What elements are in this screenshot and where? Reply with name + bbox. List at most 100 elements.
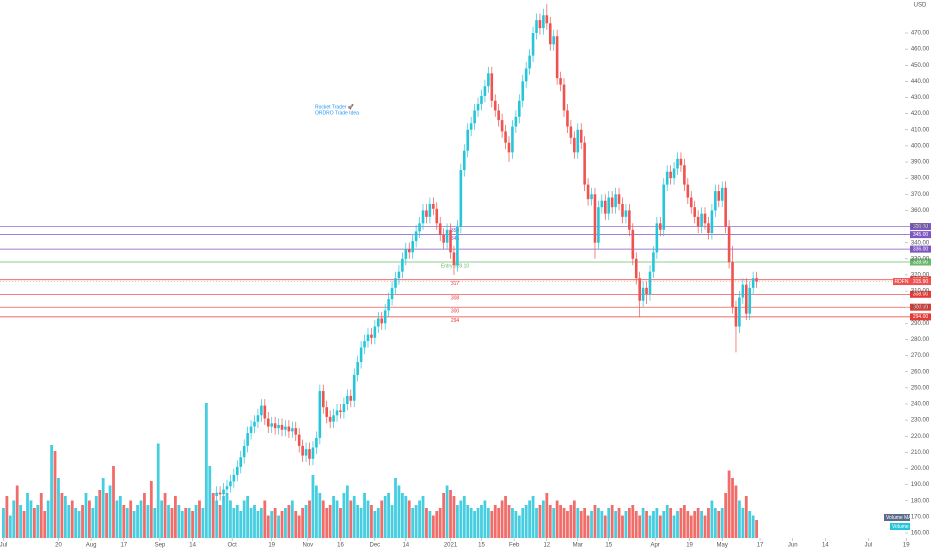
- volume-bar: [486, 508, 490, 538]
- candle-body: [707, 223, 710, 233]
- candle-body: [315, 437, 318, 448]
- volume-bar: [545, 493, 549, 538]
- level-label: Entry 328.10: [441, 263, 470, 269]
- volume-bar: [301, 508, 305, 538]
- volume-bar: [658, 515, 662, 538]
- volume-bar: [163, 493, 167, 538]
- y-tick-label: 460.00: [911, 47, 930, 53]
- volume-bar: [328, 505, 332, 538]
- candle-body: [242, 445, 246, 458]
- volume-bar: [627, 508, 631, 538]
- volume-bar: [249, 508, 253, 538]
- candle-body: [445, 229, 449, 243]
- volume-bar: [655, 508, 659, 538]
- x-tick-label: Jul: [865, 543, 873, 549]
- y-tick-label: 430.00: [911, 95, 930, 101]
- candle-body: [634, 258, 638, 279]
- volume-bar: [511, 508, 514, 538]
- volume-bar: [727, 470, 731, 538]
- volume-bar: [308, 500, 311, 538]
- volume-bar: [22, 511, 26, 538]
- volume-bar: [39, 493, 43, 538]
- level-tag-label: 336.00: [913, 246, 929, 252]
- volume-bar: [738, 500, 741, 538]
- volume-bar: [112, 466, 115, 538]
- volume-bar: [325, 508, 329, 538]
- y-tick-label: 170.00: [911, 514, 930, 520]
- volume-bar: [98, 490, 102, 538]
- y-tick-label: 360.00: [911, 208, 930, 214]
- volume-bar: [652, 511, 655, 538]
- volume-bar: [94, 496, 98, 538]
- volume-bar: [284, 508, 287, 538]
- volume-bar: [256, 511, 260, 538]
- x-tick-label: 14: [822, 543, 829, 549]
- candle-body: [738, 297, 741, 327]
- candle-body: [373, 326, 377, 338]
- volume-bar: [57, 478, 60, 538]
- candle-body: [576, 129, 580, 153]
- candle-body: [232, 474, 236, 482]
- volume-bar: [517, 515, 521, 538]
- volume-bar: [521, 508, 525, 538]
- x-tick-label: Feb: [509, 543, 520, 549]
- volume-bar: [645, 511, 648, 538]
- candle-body: [318, 391, 322, 438]
- x-tick-label: Oct: [227, 543, 237, 549]
- volume-bar: [198, 500, 201, 538]
- volume-bar: [259, 508, 263, 538]
- volume-bar: [266, 515, 270, 538]
- candle-body: [600, 200, 604, 208]
- volume-bar: [318, 493, 322, 538]
- volume-bar: [339, 508, 342, 538]
- y-tick-label: 340.00: [911, 240, 930, 246]
- volume-bar: [115, 500, 119, 538]
- candle-body: [583, 142, 586, 185]
- y-tick-label: 240.00: [911, 402, 930, 408]
- level-label: 350: [451, 228, 460, 234]
- ticker-tag: [893, 278, 910, 286]
- volume-bar: [452, 496, 456, 538]
- volume-bar: [297, 515, 301, 538]
- candles: [215, 3, 758, 503]
- volume-bar: [634, 511, 638, 538]
- volume-bar: [173, 496, 177, 538]
- candle-body: [689, 197, 693, 208]
- currency-label: USD: [914, 3, 927, 9]
- candle-body: [435, 208, 439, 224]
- level-tag-label: 294.00: [913, 314, 929, 320]
- candle-body: [511, 126, 514, 153]
- candle-body: [346, 395, 349, 404]
- volume-bar: [662, 511, 666, 538]
- candle-body: [280, 424, 284, 430]
- x-tick-label: 17: [120, 543, 127, 549]
- volume-bar: [435, 511, 439, 538]
- x-tick-label: 2021: [444, 543, 458, 549]
- annotation: Rocket Trader 🚀: [315, 103, 355, 110]
- candle-body: [631, 229, 635, 259]
- candle-body: [287, 426, 291, 432]
- volume-bar: [514, 511, 518, 538]
- volume-bar: [724, 493, 728, 538]
- volume-bar: [46, 500, 50, 538]
- volume-bar: [741, 508, 745, 538]
- y-tick-label: 210.00: [911, 450, 930, 456]
- x-tick-label: 14: [402, 543, 409, 549]
- volume-bar: [352, 496, 356, 538]
- volume-bar: [641, 508, 645, 538]
- volume-bar: [751, 515, 755, 538]
- candle-body: [548, 23, 552, 45]
- candle-body: [621, 203, 624, 217]
- candle-body: [490, 73, 494, 101]
- candle-body: [703, 213, 707, 224]
- candle-body: [356, 362, 359, 375]
- candle-body: [335, 410, 339, 416]
- candle-body: [476, 103, 480, 111]
- volume-bar: [679, 508, 683, 538]
- volume-bar: [232, 508, 236, 538]
- candle-body: [579, 129, 583, 143]
- volume-bar: [146, 505, 150, 538]
- candle-body: [710, 210, 714, 233]
- candle-body: [524, 68, 528, 82]
